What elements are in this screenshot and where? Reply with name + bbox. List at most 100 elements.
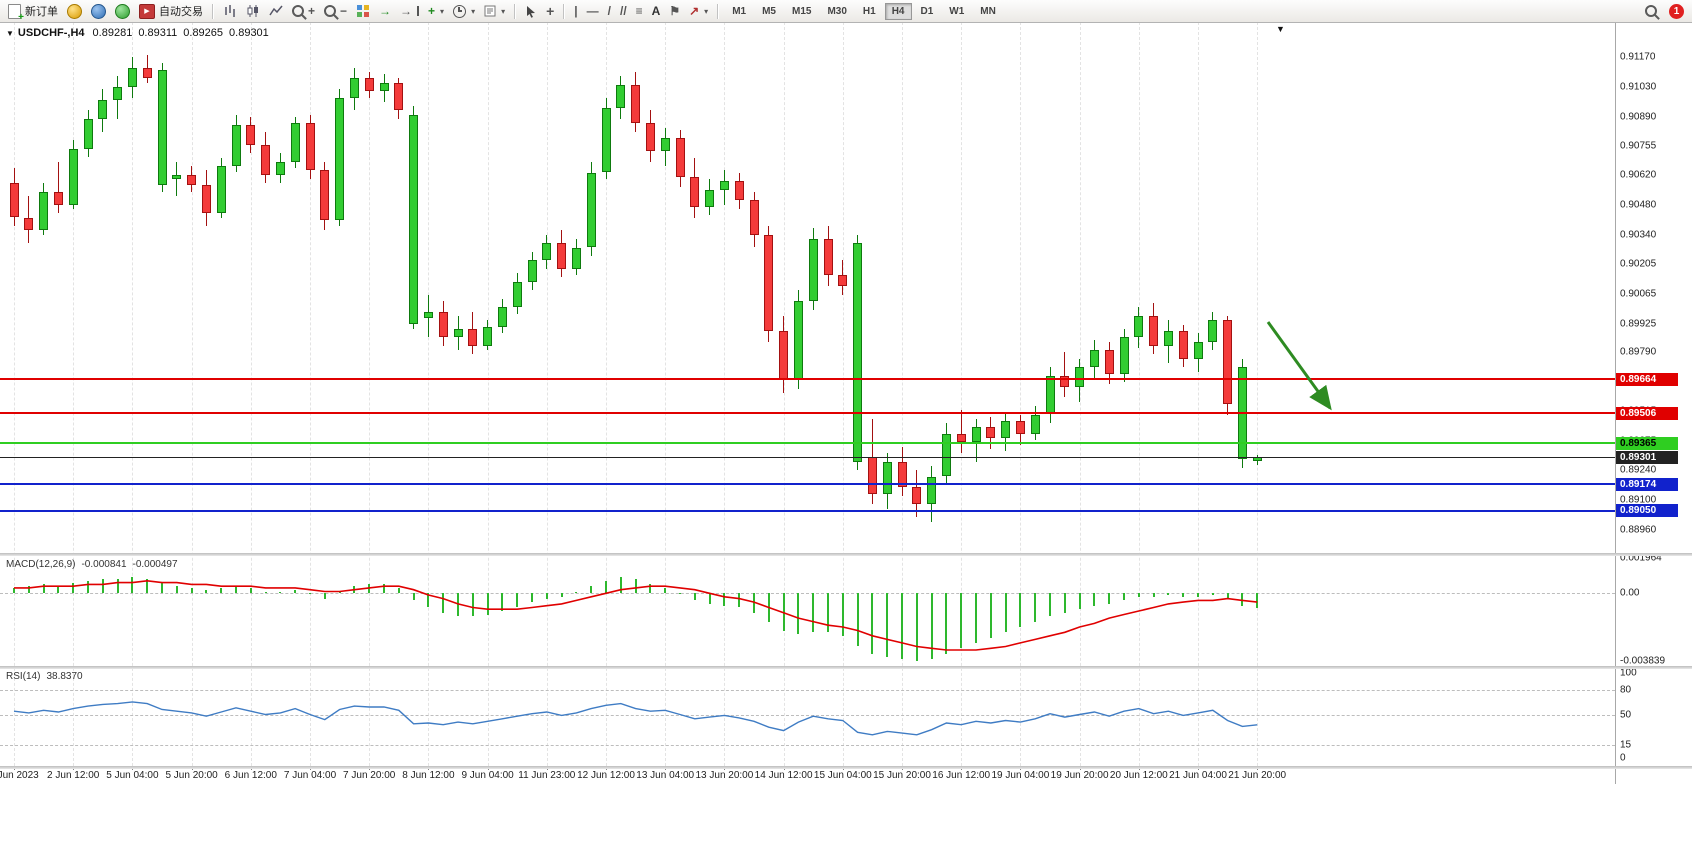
timeframe-m15[interactable]: M15	[785, 3, 818, 20]
macd-histogram-bar	[1197, 593, 1199, 597]
price-line-label: 0.89365	[1616, 436, 1678, 450]
arrows-button[interactable]: ↗ ▾	[685, 1, 712, 21]
toolbar-separator	[212, 3, 214, 19]
macd-histogram-bar	[161, 582, 163, 594]
macd-histogram-bar	[72, 582, 75, 594]
macd-histogram-bar	[279, 591, 282, 594]
autotrading-button[interactable]: ▶ 自动交易	[135, 1, 207, 21]
auto-scroll-button[interactable]: →	[375, 1, 395, 21]
fibonacci-button[interactable]: ≡	[632, 1, 647, 21]
grid-line	[1198, 22, 1199, 766]
macd-histogram-bar	[634, 579, 637, 594]
timeframe-h4[interactable]: H4	[884, 2, 912, 20]
zoom-out-button[interactable]: −	[320, 1, 351, 21]
candle	[853, 243, 863, 462]
crosshair-button[interactable]: +	[542, 1, 558, 21]
horizontal-line-object[interactable]	[0, 456, 1615, 458]
candle	[379, 82, 389, 92]
grid-line	[191, 22, 193, 766]
macd-axis-label: 0.00	[1620, 587, 1640, 599]
candle	[645, 123, 655, 152]
price-scale[interactable]	[1616, 22, 1692, 766]
macd-histogram-bar	[989, 593, 992, 638]
candle	[349, 78, 359, 98]
timeframe-m5[interactable]: M5	[755, 3, 783, 20]
bar-chart-button[interactable]	[219, 1, 241, 21]
timeframe-m1[interactable]: M1	[725, 3, 753, 20]
candle	[246, 125, 256, 145]
macd-histogram-bar	[531, 593, 533, 603]
horizontal-line-object[interactable]	[0, 378, 1615, 381]
macd-histogram-bar	[471, 593, 474, 617]
zoom-in-button[interactable]: +	[288, 1, 319, 21]
search-icon[interactable]	[1645, 5, 1657, 17]
timeframe-mn[interactable]: MN	[973, 3, 1003, 20]
symbol-period-label: USDCHF-,H4	[17, 27, 85, 39]
macd-histogram-bar	[945, 593, 948, 654]
indicators-button[interactable]: + ▾	[424, 1, 448, 21]
candle	[127, 67, 137, 87]
price-axis-label: 0.89790	[1620, 346, 1657, 358]
horizontal-line-object[interactable]	[0, 412, 1615, 415]
chart-shift-marker-icon[interactable]: ▼	[1276, 24, 1285, 34]
template-icon	[484, 5, 496, 17]
channel-icon: //	[619, 4, 627, 18]
macd-histogram-bar	[590, 586, 593, 594]
timeframe-m30[interactable]: M30	[820, 3, 853, 20]
candle	[779, 331, 789, 381]
horizontal-line-object[interactable]	[0, 483, 1615, 486]
candle	[690, 176, 700, 207]
time-axis-label: 14 Jun 12:00	[754, 770, 813, 781]
rsi-value: 38.8370	[46, 671, 83, 682]
community-button[interactable]	[87, 1, 110, 21]
support-button[interactable]	[111, 1, 134, 21]
cursor-button[interactable]	[521, 1, 541, 21]
chevron-down-icon: ▾	[471, 6, 476, 16]
time-axis-label: 16 Jun 12:00	[932, 770, 991, 781]
timeframe-toolbar: M1 M5 M15 M30 H1 H4 D1 W1 MN	[724, 2, 1004, 20]
time-axis-label: 20 Jun 12:00	[1109, 770, 1168, 781]
collapse-triangle-icon[interactable]: ▼	[6, 29, 14, 38]
templates-button[interactable]: ▾	[480, 1, 509, 21]
tile-windows-button[interactable]	[352, 1, 374, 21]
macd-histogram-bar	[649, 584, 652, 594]
time-axis-label: 7 Jun 04:00	[283, 770, 337, 781]
macd-histogram-bar	[457, 593, 459, 617]
grid-line	[606, 22, 607, 766]
horizontal-line-object[interactable]	[0, 509, 1615, 512]
arrow-object[interactable]	[1266, 321, 1332, 411]
candle-wick	[1064, 352, 1066, 398]
horizontal-line-object[interactable]	[0, 442, 1615, 445]
price-line-label: 0.89664	[1616, 372, 1678, 386]
text-button[interactable]: A	[648, 1, 665, 21]
vertical-line-button[interactable]: |	[570, 1, 581, 21]
macd-histogram-bar	[323, 593, 326, 599]
trendline-button[interactable]: /	[604, 1, 615, 21]
panel-separator-main-macd[interactable]	[0, 553, 1692, 556]
chart-shift-button[interactable]: →	[396, 1, 423, 21]
macd-histogram-bar	[87, 580, 89, 594]
price-axis-label: 0.89100	[1620, 494, 1657, 506]
candle	[749, 200, 759, 235]
macd-histogram-bar	[619, 577, 622, 594]
periods-button[interactable]: ▾	[449, 1, 479, 21]
horizontal-line-button[interactable]: —	[583, 1, 603, 21]
timeframe-h1[interactable]: H1	[856, 3, 883, 20]
timeframe-d1[interactable]: D1	[914, 3, 941, 20]
channel-button[interactable]: //	[616, 1, 631, 21]
macd-histogram-bar	[1063, 593, 1066, 613]
timeframe-w1[interactable]: W1	[942, 3, 971, 20]
time-axis-label: 9 Jun 04:00	[461, 770, 514, 781]
candle	[542, 243, 552, 261]
text-label-button[interactable]: ⚑	[665, 1, 684, 21]
panel-separator-macd-rsi[interactable]	[0, 666, 1692, 669]
candlestick-button[interactable]	[242, 1, 264, 21]
panel-separator-time-axis[interactable]	[0, 766, 1692, 769]
price-axis-label: 0.90620	[1620, 169, 1657, 181]
alerts-button[interactable]	[63, 1, 86, 21]
macd-histogram-bar	[841, 593, 844, 636]
candle	[1075, 367, 1085, 387]
notification-badge[interactable]: 1	[1669, 3, 1684, 19]
line-chart-button[interactable]	[265, 1, 287, 21]
new-order-button[interactable]: 新订单	[4, 1, 62, 23]
